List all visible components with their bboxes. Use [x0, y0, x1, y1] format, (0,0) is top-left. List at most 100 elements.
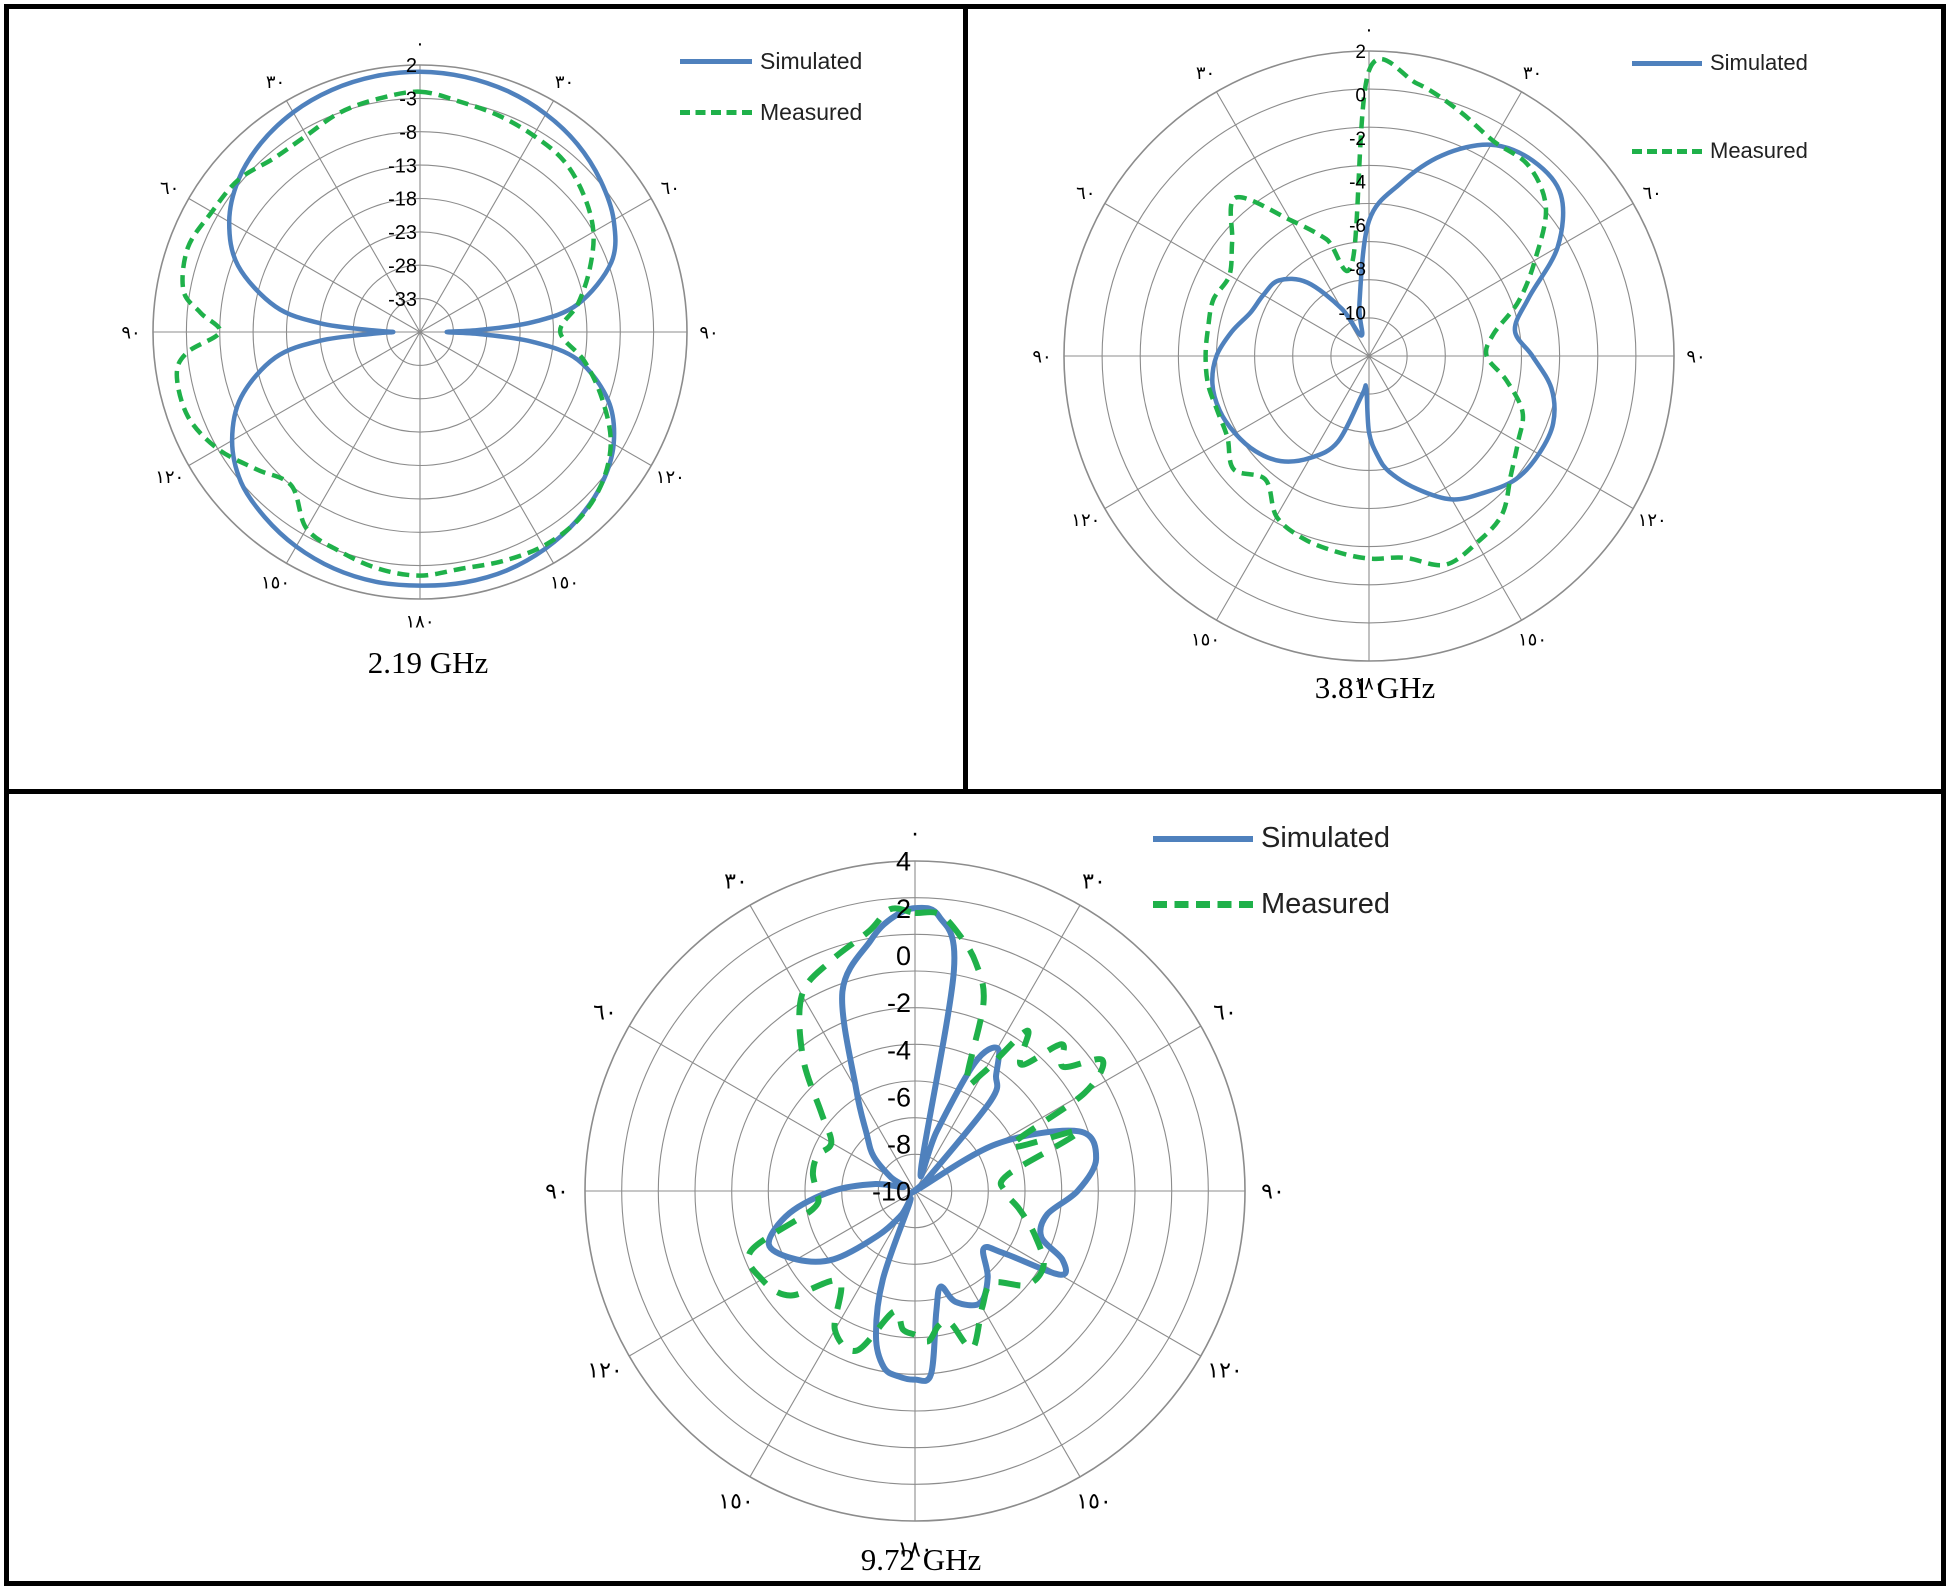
radial-tick-label: -2: [1349, 129, 1366, 150]
grid-spoke: [1368, 355, 1634, 509]
angle-tick-label: ٩٠: [1686, 346, 1705, 367]
angle-tick-label: ٣٠: [1082, 870, 1106, 895]
radial-tick-label: -33: [388, 289, 417, 311]
legend-item-measured: Measured: [1632, 138, 1808, 164]
chart-caption: 3.81 GHz: [1314, 670, 1436, 705]
grid-spoke: [419, 331, 554, 564]
angle-tick-label: ١٥٠: [1076, 1490, 1111, 1515]
grid-spoke: [1368, 203, 1634, 357]
angle-tick-label: ٣٠: [1523, 63, 1542, 84]
radial-tick-label: -6: [1349, 216, 1366, 237]
angle-tick-label: ٠: [415, 33, 425, 54]
radial-tick-label: -28: [388, 255, 417, 277]
radial-tick-label: 2: [1355, 42, 1366, 63]
series-line-measured: [174, 89, 614, 578]
grid-spoke: [286, 100, 421, 333]
angle-tick-label: ١٢٠: [1638, 510, 1667, 531]
radial-tick-label: -8: [1349, 260, 1366, 281]
radial-tick-label: -18: [388, 189, 417, 211]
angle-tick-label: ١٥٠: [261, 573, 290, 594]
radial-tick-label: -4: [1349, 173, 1366, 194]
angle-tick-label: ١٢٠: [1071, 510, 1100, 531]
angle-tick-label: ٣٠: [1196, 63, 1215, 84]
polar-chart-3-81ghz: ٠ ٣٠ ٦٠ ٩٠ ١٢٠ ١٥٠ ١٨٠ ١٥٠ ١٢٠ ٩٠ ٦٠ ٣٠ 2 0 -2 -4 -6 -8 -1…: [0, 0, 1950, 792]
polar-plot-svg: ٠ ٣٠ ٦٠ ٩٠ ١٢٠ ١٥٠ ١٨٠ ١٥٠ ١٢٠ ٩٠ ٦٠ ٣٠ 2 -3 -8 -13 -18 -…: [121, 33, 718, 632]
angle-tick-label: ٦٠: [1643, 183, 1662, 204]
legend-label: Measured: [1261, 888, 1390, 920]
legend-label: Measured: [760, 99, 863, 125]
grid-spoke: [286, 331, 421, 564]
legend-swatch-measured: [1153, 901, 1253, 908]
legend-swatch-simulated: [1153, 835, 1253, 842]
radial-tick-label: -8: [399, 122, 417, 144]
grid-spoke: [914, 1190, 1081, 1478]
angle-tick-label: ١٥٠: [718, 1490, 753, 1515]
radial-tick-label: -3: [399, 89, 417, 111]
series-line-measured: [745, 905, 1107, 1354]
legend-item-simulated: Simulated: [1632, 50, 1808, 76]
polar-plot-svg: ٠ ٣٠ ٦٠ ٩٠ ١٢٠ ١٥٠ ١٨٠ ١٥٠ ١٢٠ ٩٠ ٦٠ ٣٠ 2 0 -2 -4 -6 -8 -1…: [1032, 19, 1705, 694]
series-line-simulated: [765, 904, 1100, 1384]
radial-tick-label: 2: [406, 55, 417, 77]
legend-item-measured: Measured: [680, 99, 862, 126]
series-line-simulated: [1210, 142, 1566, 502]
grid-spoke: [419, 100, 554, 333]
grid-spoke: [1368, 355, 1522, 621]
legend-item-measured: Measured: [1153, 888, 1390, 921]
angle-tick-label: ٦٠: [1213, 1001, 1237, 1026]
legend-swatch-simulated: [680, 59, 752, 64]
series-line-simulated: [226, 69, 618, 588]
radial-tick-label: -13: [388, 155, 417, 177]
angle-tick-label: ٦٠: [593, 1001, 617, 1026]
angle-tick-label: ٣٠: [724, 870, 748, 895]
chart-caption: 9.72 GHz: [860, 1542, 982, 1577]
grid-spoke: [628, 1190, 916, 1357]
angle-tick-label: ٩٠: [545, 1180, 569, 1205]
angle-tick-label: ٣٠: [555, 72, 574, 93]
legend-label: Simulated: [760, 48, 863, 74]
angle-tick-label: ١٥٠: [1191, 630, 1220, 651]
legend-label: Simulated: [1710, 50, 1808, 75]
grid-spoke: [188, 331, 421, 466]
panel-divider-vertical: [963, 4, 968, 794]
angle-tick-label: ٦٠: [1076, 183, 1095, 204]
angle-tick-label: ٣٠: [266, 72, 285, 93]
angle-tick-label: ٩٠: [1261, 1180, 1285, 1205]
chart-caption: 2.19 GHz: [367, 645, 489, 680]
angle-tick-label: ١٢٠: [1207, 1359, 1242, 1384]
radial-tick-label: 2: [896, 894, 911, 924]
polar-chart-2-19ghz: ٠ ٣٠ ٦٠ ٩٠ ١٢٠ ١٥٠ ١٨٠ ١٥٠ ١٢٠ ٩٠ ٦٠ ٣٠ 2 -3 -8 -13 -18 -…: [0, 0, 966, 792]
radial-tick-label: -23: [388, 222, 417, 244]
grid-spoke: [749, 904, 916, 1192]
figure-frame: [4, 4, 1946, 1586]
grid-spoke: [1216, 355, 1370, 621]
legend-label: Measured: [1710, 138, 1808, 163]
angle-tick-label: ١٢٠: [155, 467, 184, 488]
angle-tick-label: ١٨٠: [897, 1538, 932, 1563]
grid-spoke: [1104, 203, 1370, 357]
panel-divider-horizontal: [4, 789, 1946, 794]
angle-tick-label: ١٨٠: [405, 611, 434, 632]
angle-tick-label: ٩٠: [121, 322, 140, 343]
legend-item-simulated: Simulated: [1153, 822, 1390, 855]
radial-tick-label: 0: [896, 941, 911, 971]
radial-tick-label: -10: [872, 1177, 911, 1207]
series-line-measured: [1203, 56, 1549, 568]
legend-swatch-simulated: [1632, 60, 1702, 66]
radial-tick-label: 0: [1355, 85, 1366, 106]
grid-spoke: [749, 1190, 916, 1478]
radial-tick-label: -10: [1339, 303, 1366, 324]
angle-tick-label: ٠: [909, 822, 921, 847]
angle-tick-label: ١٥٠: [1518, 630, 1547, 651]
angle-tick-label: ٩٠: [1032, 346, 1051, 367]
radial-tick-label: -4: [887, 1035, 911, 1065]
angle-tick-label: ٦٠: [160, 178, 179, 199]
angle-tick-label: ١٨٠: [1354, 673, 1383, 694]
radial-tick-label: -6: [887, 1082, 911, 1112]
angle-tick-label: ١٢٠: [587, 1359, 622, 1384]
angle-tick-label: ٦٠: [661, 178, 680, 199]
angle-tick-label: ٠: [1364, 19, 1374, 40]
angle-tick-label: ١٢٠: [656, 467, 685, 488]
